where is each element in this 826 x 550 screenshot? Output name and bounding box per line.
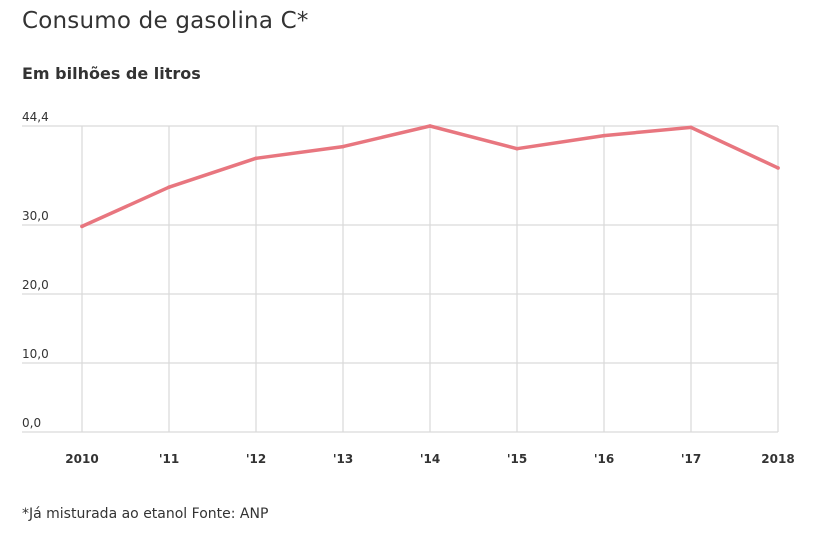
x-tick-label: 2010 [65,452,98,466]
x-tick-label: '14 [420,452,440,466]
x-tick-label: 2018 [761,452,794,466]
x-tick-label: '12 [246,452,266,466]
data-point [428,124,432,128]
data-point [602,133,606,138]
data-point [167,185,171,189]
x-tick-label: '15 [507,452,527,466]
data-point [80,224,84,229]
data-point [515,146,519,151]
chart-subtitle: Em bilhões de litros [22,64,201,83]
source-note: *Já misturada ao etanol Fonte: ANP [22,506,269,522]
x-tick-label: '13 [333,452,353,466]
y-tick-label: 10,0 [22,347,49,361]
y-tick-label: 30,0 [22,209,49,223]
chart-title: Consumo de gasolina C* [22,8,309,34]
data-point [689,125,693,130]
data-point [776,166,780,170]
data-point [341,144,345,149]
y-tick-label: 20,0 [22,278,49,292]
y-tick-label: 44,4 [22,110,49,124]
x-tick-label: '16 [594,452,614,466]
x-tick-label: '11 [159,452,179,466]
data-point [254,156,258,161]
x-tick-label: '17 [681,452,701,466]
y-tick-label: 0,0 [22,416,41,430]
